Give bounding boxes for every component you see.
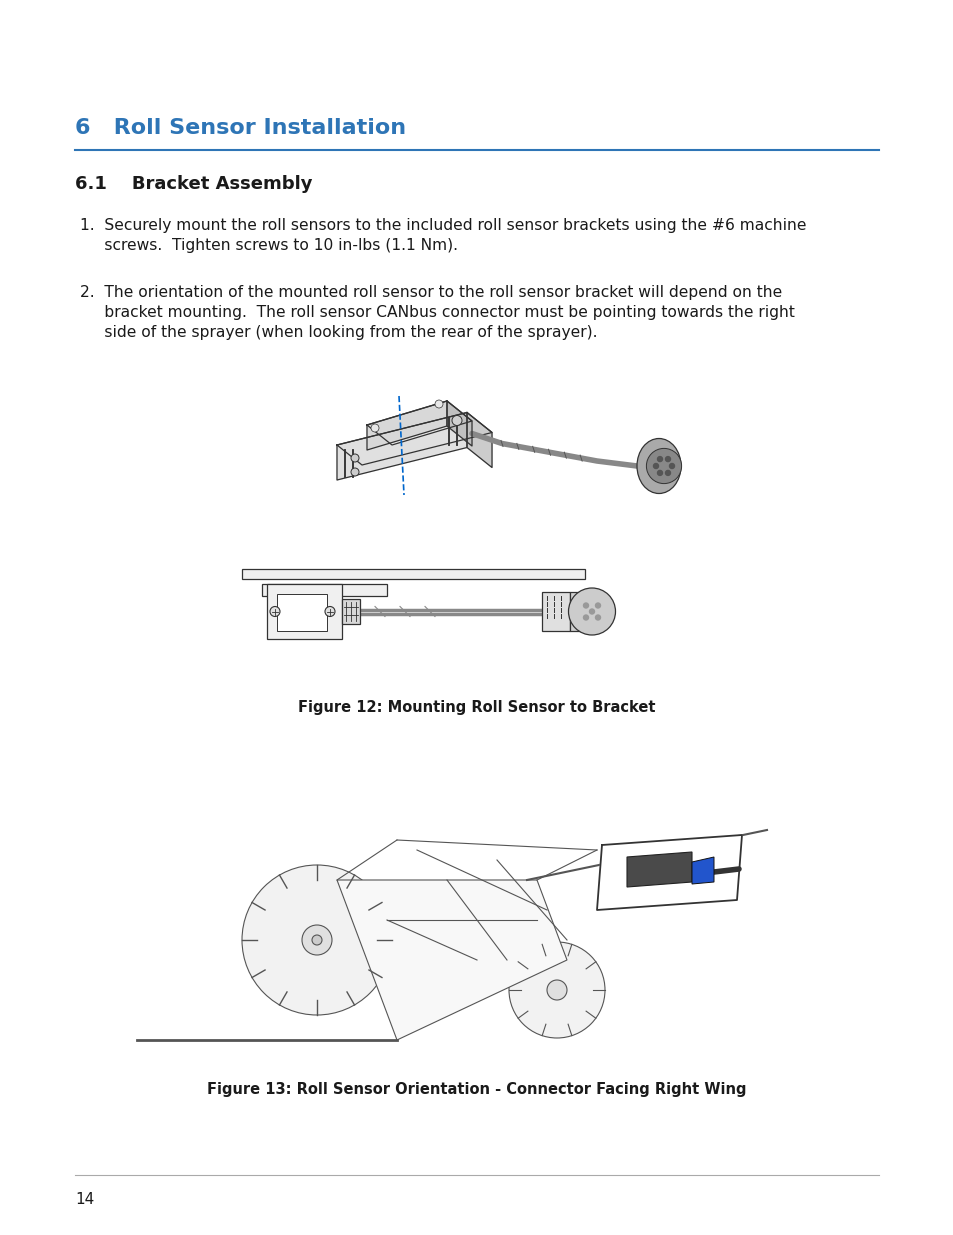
Circle shape: [669, 463, 674, 468]
Circle shape: [242, 864, 392, 1015]
Polygon shape: [262, 584, 387, 597]
Text: bracket mounting.  The roll sensor CANbus connector must be pointing towards the: bracket mounting. The roll sensor CANbus…: [80, 305, 794, 320]
Text: screws.  Tighten screws to 10 in-lbs (1.1 Nm).: screws. Tighten screws to 10 in-lbs (1.1…: [80, 238, 457, 253]
Polygon shape: [367, 401, 447, 450]
Text: 2.  The orientation of the mounted roll sensor to the roll sensor bracket will d: 2. The orientation of the mounted roll s…: [80, 285, 781, 300]
Circle shape: [568, 588, 615, 635]
Circle shape: [270, 606, 280, 616]
Circle shape: [371, 424, 378, 432]
Polygon shape: [341, 599, 359, 624]
Text: Figure 12: Mounting Roll Sensor to Bracket: Figure 12: Mounting Roll Sensor to Brack…: [298, 700, 655, 715]
Polygon shape: [276, 594, 327, 631]
Polygon shape: [447, 401, 472, 446]
Circle shape: [595, 615, 599, 620]
Circle shape: [595, 603, 599, 608]
Circle shape: [583, 615, 588, 620]
Polygon shape: [597, 835, 741, 910]
Circle shape: [665, 457, 670, 462]
Polygon shape: [367, 401, 472, 445]
Circle shape: [589, 609, 594, 614]
Polygon shape: [691, 857, 713, 884]
Circle shape: [325, 606, 335, 616]
Circle shape: [302, 925, 332, 955]
Text: 6   Roll Sensor Installation: 6 Roll Sensor Installation: [75, 119, 406, 138]
Polygon shape: [242, 569, 584, 579]
Polygon shape: [541, 592, 569, 631]
Polygon shape: [467, 412, 492, 468]
Circle shape: [435, 400, 442, 408]
Circle shape: [583, 603, 588, 608]
Circle shape: [657, 457, 661, 462]
Polygon shape: [569, 592, 581, 631]
Circle shape: [509, 942, 604, 1037]
Circle shape: [312, 935, 322, 945]
Circle shape: [646, 448, 680, 484]
Circle shape: [452, 415, 461, 426]
Polygon shape: [267, 584, 341, 638]
Text: 6.1    Bracket Assembly: 6.1 Bracket Assembly: [75, 175, 313, 193]
Circle shape: [657, 471, 661, 475]
Text: 14: 14: [75, 1192, 94, 1207]
Text: side of the sprayer (when looking from the rear of the sprayer).: side of the sprayer (when looking from t…: [80, 325, 597, 340]
Text: Figure 13: Roll Sensor Orientation - Connector Facing Right Wing: Figure 13: Roll Sensor Orientation - Con…: [207, 1082, 746, 1097]
Circle shape: [351, 454, 358, 462]
Polygon shape: [626, 852, 691, 887]
Circle shape: [665, 471, 670, 475]
Circle shape: [546, 981, 566, 1000]
Text: 1.  Securely mount the roll sensors to the included roll sensor brackets using t: 1. Securely mount the roll sensors to th…: [80, 219, 805, 233]
Circle shape: [653, 463, 658, 468]
Polygon shape: [336, 412, 467, 480]
Polygon shape: [336, 881, 566, 1040]
Circle shape: [351, 468, 358, 475]
Ellipse shape: [637, 438, 680, 494]
Polygon shape: [336, 412, 492, 466]
